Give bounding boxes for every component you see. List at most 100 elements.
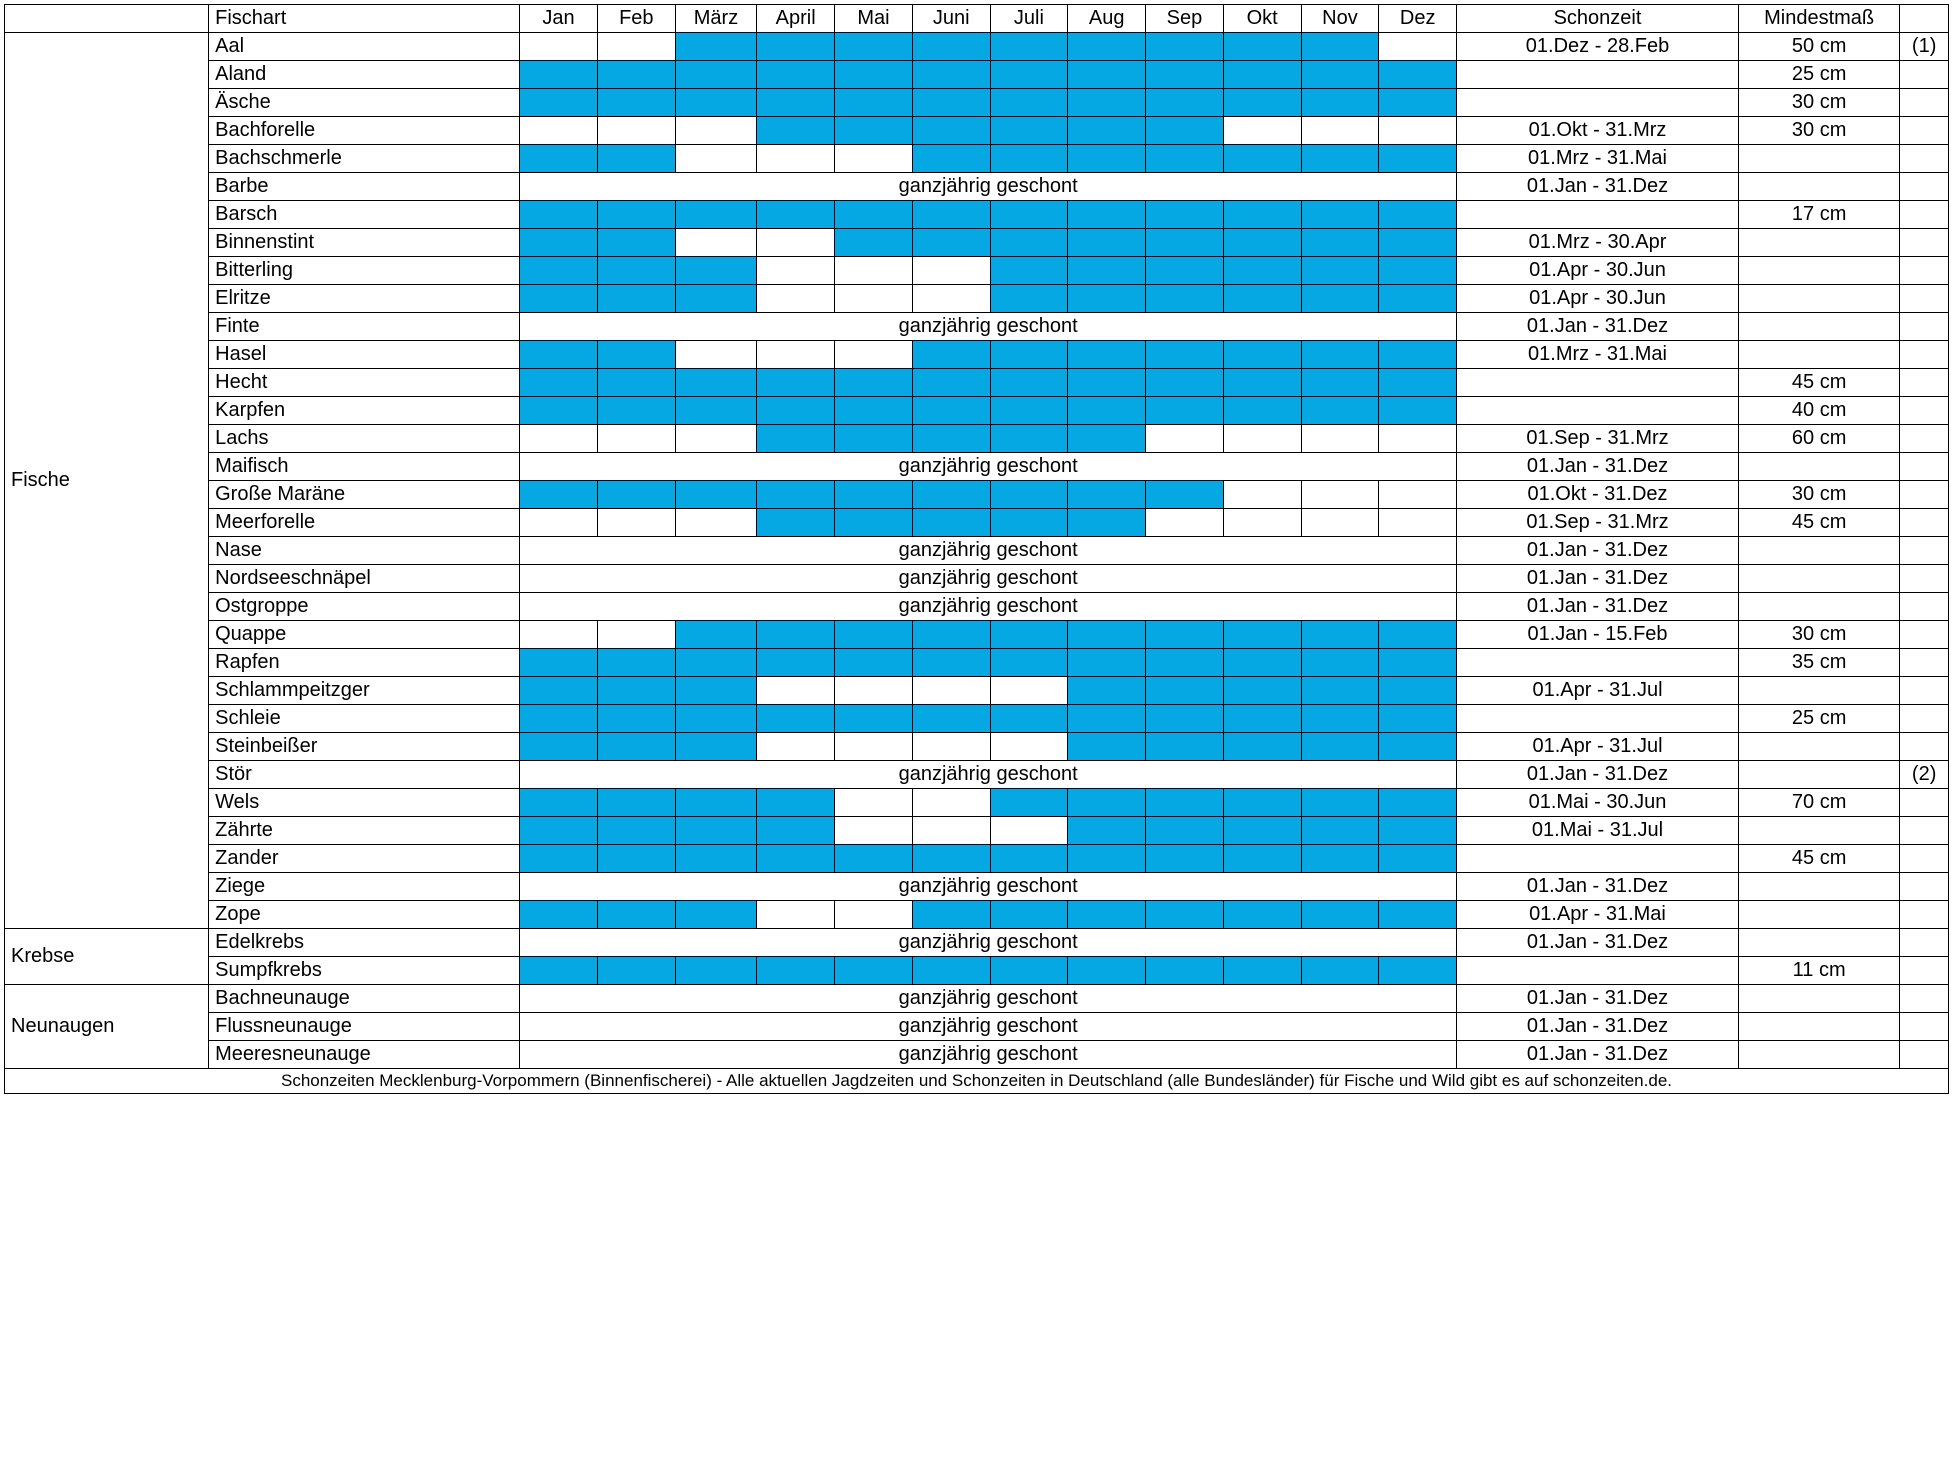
month-cell <box>912 425 990 453</box>
month-cell <box>757 733 835 761</box>
month-cell <box>912 509 990 537</box>
month-cell <box>597 733 675 761</box>
month-cell <box>1379 649 1457 677</box>
note-cell <box>1900 565 1949 593</box>
month-cell <box>1068 341 1146 369</box>
species-name: Lachs <box>209 425 520 453</box>
month-cell <box>675 509 757 537</box>
month-cell <box>1301 789 1379 817</box>
month-cell <box>1379 509 1457 537</box>
schonzeit-cell: 01.Jan - 31.Dez <box>1457 565 1739 593</box>
month-cell <box>1301 117 1379 145</box>
month-cell <box>1146 229 1224 257</box>
month-cell <box>1301 845 1379 873</box>
month-cell <box>1146 61 1224 89</box>
month-cell <box>1301 369 1379 397</box>
species-name: Schlammpeitzger <box>209 677 520 705</box>
month-cell <box>1223 33 1301 61</box>
month-cell <box>1068 733 1146 761</box>
mindestmass-cell: 11 cm <box>1738 957 1899 985</box>
schonzeit-cell: 01.Jan - 31.Dez <box>1457 537 1739 565</box>
month-cell <box>1223 369 1301 397</box>
month-cell <box>835 89 913 117</box>
month-cell <box>1146 901 1224 929</box>
schonzeit-cell: 01.Apr - 31.Jul <box>1457 677 1739 705</box>
month-cell <box>835 201 913 229</box>
schonzeit-cell: 01.Mrz - 30.Apr <box>1457 229 1739 257</box>
month-cell <box>1379 817 1457 845</box>
month-cell <box>757 621 835 649</box>
month-cell <box>757 677 835 705</box>
month-cell <box>757 789 835 817</box>
month-cell <box>520 621 598 649</box>
note-cell <box>1900 145 1949 173</box>
month-cell <box>675 369 757 397</box>
note-cell <box>1900 677 1949 705</box>
schonzeit-cell: 01.Sep - 31.Mrz <box>1457 425 1739 453</box>
month-cell <box>912 649 990 677</box>
mindestmass-cell: 25 cm <box>1738 61 1899 89</box>
month-cell <box>597 509 675 537</box>
note-cell <box>1900 649 1949 677</box>
month-cell <box>520 817 598 845</box>
schonzeit-cell: 01.Jan - 31.Dez <box>1457 873 1739 901</box>
month-cell <box>835 481 913 509</box>
month-cell <box>1223 61 1301 89</box>
month-cell <box>1223 425 1301 453</box>
month-cell <box>757 705 835 733</box>
month-cell <box>1379 789 1457 817</box>
species-name: Sumpfkrebs <box>209 957 520 985</box>
month-cell <box>675 677 757 705</box>
month-cell <box>1379 229 1457 257</box>
month-cell <box>597 957 675 985</box>
note-cell <box>1900 705 1949 733</box>
month-cell <box>1223 789 1301 817</box>
schonzeit-cell: 01.Apr - 31.Jul <box>1457 733 1739 761</box>
table-row: Meerforelle01.Sep - 31.Mrz45 cm <box>5 509 1949 537</box>
month-cell <box>1146 845 1224 873</box>
species-name: Bitterling <box>209 257 520 285</box>
mindestmass-cell: 30 cm <box>1738 117 1899 145</box>
species-name: Stör <box>209 761 520 789</box>
month-cell <box>757 649 835 677</box>
month-cell <box>1379 201 1457 229</box>
table-row: Lachs01.Sep - 31.Mrz60 cm <box>5 425 1949 453</box>
table-row: Bachforelle01.Okt - 31.Mrz30 cm <box>5 117 1949 145</box>
month-cell <box>912 621 990 649</box>
month-cell <box>1068 369 1146 397</box>
month-cell <box>597 89 675 117</box>
month-cell <box>835 705 913 733</box>
full-year-cell: ganzjährig geschont <box>520 173 1457 201</box>
species-name: Karpfen <box>209 397 520 425</box>
month-cell <box>1223 117 1301 145</box>
full-year-cell: ganzjährig geschont <box>520 453 1457 481</box>
month-cell <box>1379 61 1457 89</box>
table-row: Maifischganzjährig geschont01.Jan - 31.D… <box>5 453 1949 481</box>
month-cell <box>757 89 835 117</box>
note-cell <box>1900 229 1949 257</box>
month-cell <box>912 369 990 397</box>
schonzeit-cell: 01.Apr - 30.Jun <box>1457 285 1739 313</box>
note-cell <box>1900 341 1949 369</box>
table-row: Äsche30 cm <box>5 89 1949 117</box>
month-cell <box>520 901 598 929</box>
month-cell <box>675 845 757 873</box>
note-cell <box>1900 257 1949 285</box>
month-cell <box>1146 369 1224 397</box>
month-cell <box>757 145 835 173</box>
note-cell <box>1900 1013 1949 1041</box>
note-cell <box>1900 845 1949 873</box>
month-cell <box>990 509 1068 537</box>
month-cell <box>1146 117 1224 145</box>
month-cell <box>1301 677 1379 705</box>
month-cell <box>675 257 757 285</box>
month-cell <box>597 817 675 845</box>
mindestmass-cell <box>1738 1013 1899 1041</box>
month-cell <box>1223 705 1301 733</box>
month-cell <box>1146 789 1224 817</box>
full-year-cell: ganzjährig geschont <box>520 1013 1457 1041</box>
month-cell <box>597 649 675 677</box>
month-cell <box>597 621 675 649</box>
month-cell <box>990 621 1068 649</box>
mindestmass-cell: 70 cm <box>1738 789 1899 817</box>
